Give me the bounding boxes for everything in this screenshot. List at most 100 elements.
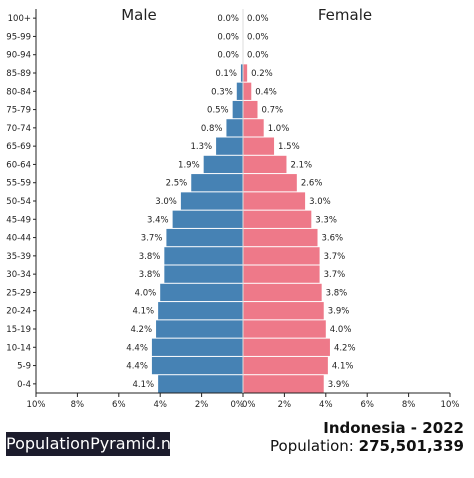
male-bar [160,283,243,302]
y-tick-label: 80-84 [6,87,31,97]
y-tick-label: 20-24 [6,307,31,317]
female-value-label: 0.0% [247,51,269,61]
female-value-label: 3.8% [326,288,348,298]
female-bar [243,100,258,119]
male-bar [151,356,243,375]
male-value-label: 4.1% [133,307,155,317]
female-bar [243,174,297,192]
y-tick-label: 5-9 [17,362,31,372]
x-tick-label: 4% [153,400,167,410]
male-value-label: 0.0% [217,14,239,24]
male-heading: Male [121,6,157,24]
female-value-label: 0.4% [255,87,277,97]
male-value-label: 0.8% [201,124,223,134]
female-value-label: 1.0% [268,124,290,134]
y-tick-label: 40-44 [6,234,31,244]
x-tick-label: 4% [319,400,333,410]
male-value-label: 3.4% [147,215,169,225]
male-bar [164,265,243,283]
male-value-label: 4.2% [130,325,152,335]
y-tick-label: 60-64 [6,160,31,170]
y-tick-label: 100+ [8,14,31,24]
male-bar [226,119,243,137]
female-value-label: 0.0% [247,32,269,42]
y-tick-label: 55-59 [6,179,31,189]
female-value-label: 3.0% [309,197,331,207]
male-value-label: 3.8% [139,252,161,262]
y-tick-label: 30-34 [6,270,31,280]
female-value-label: 4.0% [330,325,352,335]
x-tick-label: 2% [278,400,292,410]
y-tick-label: 90-94 [6,51,31,61]
y-tick-label: 15-19 [6,325,31,335]
x-tick-label: 0% [231,400,245,410]
y-tick-label: 45-49 [6,215,31,225]
male-bar [166,228,243,247]
y-tick-label: 10-14 [6,343,31,353]
female-bar [243,283,322,302]
male-value-label: 0.3% [211,87,233,97]
female-bar [243,356,328,375]
x-tick-label: 6% [360,400,374,410]
female-value-label: 4.1% [332,362,354,372]
x-tick-label: 8% [402,400,416,410]
female-bar [243,375,324,393]
female-value-label: 3.7% [324,270,346,280]
male-bar [172,210,243,228]
male-bar [191,174,243,192]
x-tick-label: 0% [242,400,256,410]
brand-logo[interactable]: PopulationPyramid.net [6,432,187,456]
male-value-label: 3.7% [141,234,163,244]
male-value-label: 3.0% [155,197,177,207]
population-value: 275,501,339 [358,437,464,455]
male-bar [158,375,243,393]
male-value-label: 4.0% [135,288,157,298]
population-label: Population: [270,437,354,455]
y-tick-label: 50-54 [6,197,31,207]
female-bar [243,119,264,137]
male-value-label: 4.4% [126,362,148,372]
female-value-label: 3.9% [328,307,350,317]
female-bar [243,137,275,155]
male-value-label: 1.3% [190,142,212,152]
female-bar [243,210,312,228]
female-value-label: 2.1% [290,160,312,170]
female-bar [243,320,326,338]
female-bar [243,265,320,283]
female-bar [243,228,318,247]
female-value-label: 0.0% [247,14,269,24]
male-bar [180,192,243,210]
male-value-label: 0.1% [215,69,237,79]
x-tick-label: 10% [27,400,46,410]
country-year-title: Indonesia - 2022 [323,419,464,437]
x-tick-label: 8% [71,400,85,410]
male-bar [216,137,243,155]
male-value-label: 4.4% [126,343,148,353]
male-value-label: 0.5% [207,106,229,116]
x-tick-label: 6% [112,400,126,410]
female-value-label: 3.9% [328,380,350,390]
female-bar [243,82,252,100]
male-bar [158,302,243,320]
y-tick-label: 85-89 [6,69,31,79]
male-bar [232,100,243,119]
female-value-label: 4.2% [334,343,356,353]
male-value-label: 2.5% [166,179,188,189]
y-tick-label: 95-99 [6,32,31,42]
male-bar [156,320,243,338]
female-value-label: 2.6% [301,179,323,189]
male-value-label: 3.8% [139,270,161,280]
y-tick-label: 70-74 [6,124,31,134]
x-tick-label: 10% [441,400,460,410]
female-value-label: 3.6% [322,234,344,244]
y-tick-label: 25-29 [6,288,31,298]
male-value-label: 0.0% [217,32,239,42]
male-value-label: 0.0% [217,51,239,61]
y-tick-label: 0-4 [17,380,31,390]
female-value-label: 0.7% [261,106,283,116]
male-bar [203,155,243,174]
female-bar [243,247,320,265]
y-tick-label: 65-69 [6,142,31,152]
female-value-label: 1.5% [278,142,300,152]
